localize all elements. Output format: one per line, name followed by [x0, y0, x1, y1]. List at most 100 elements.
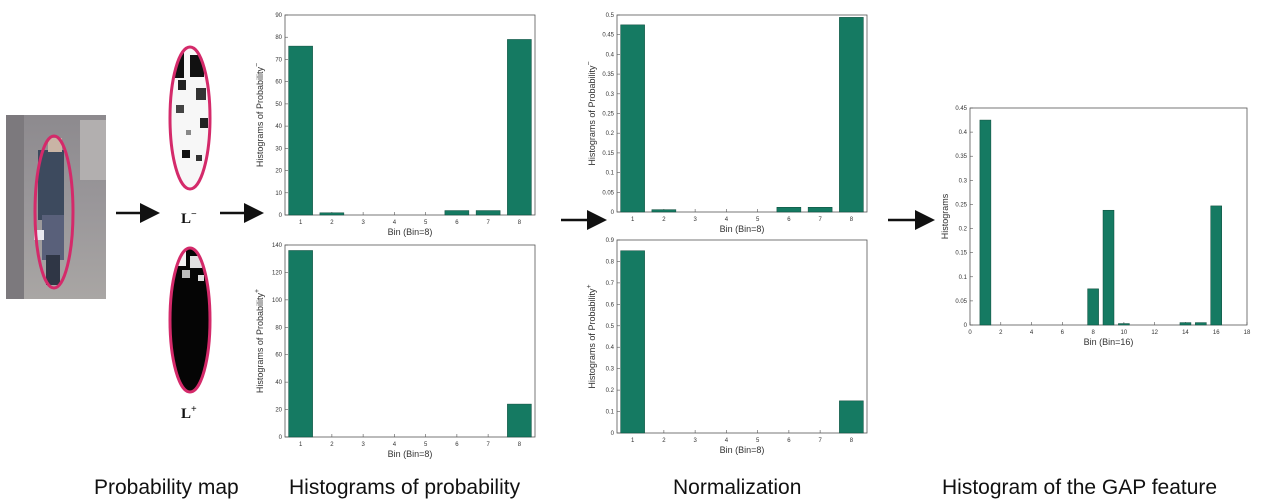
bar [319, 212, 345, 216]
x-tick-label: 1 [631, 217, 635, 223]
y-tick-label: 50 [275, 102, 282, 108]
chart-hist-neg: 0 10 20 30 40 50 60 70 80 90 1 2 3 4 5 6 7 8 Bin (Bin=8) Hi… [254, 13, 536, 237]
chart-norm-neg: 0 0.05 0.1 0.15 0.2 0.25 0.3 0.35 0.4 0.45 0.5 1 2 3 4… [586, 13, 868, 234]
x-tick-label: 3 [693, 217, 697, 223]
x-tick-label: 3 [693, 438, 697, 444]
x-axis-label: Bin (Bin=8) [720, 445, 765, 455]
x-axis-label: Bin (Bin=8) [388, 449, 433, 459]
y-tick-label: 0.25 [602, 112, 614, 118]
x-axis-label: Bin (Bin=8) [720, 224, 765, 234]
x-tick-label: 2 [330, 220, 334, 226]
y-tick-label: 0.5 [606, 13, 615, 19]
x-tick-label: 1 [299, 442, 303, 448]
y-tick-label: 0.05 [602, 190, 614, 196]
plot-frame [284, 14, 536, 216]
bar [1118, 323, 1130, 326]
y-tick-label: 0.2 [959, 227, 968, 233]
x-tick-label: 4 [1030, 330, 1034, 336]
chart-hist-pos: 0 20 40 60 80 100 120 140 1 2 3 4 5 6 7 8 Bin (Bin=8) His… [254, 243, 536, 459]
bar [1210, 205, 1222, 326]
y-tick-label: 0.9 [606, 238, 615, 244]
y-tick-label: 60 [275, 353, 282, 359]
bar [507, 403, 532, 438]
x-tick-label: 16 [1213, 330, 1220, 336]
y-tick-label: 0.2 [606, 131, 615, 137]
x-tick-label: 4 [393, 220, 397, 226]
y-tick-label: 20 [275, 408, 282, 414]
y-tick-label: 0.3 [606, 92, 615, 98]
bar [807, 207, 833, 213]
probability-map-label: Probability map [94, 476, 239, 499]
x-tick-label: 4 [393, 442, 397, 448]
y-tick-label: 0 [279, 435, 283, 441]
y-tick-label: 80 [275, 325, 282, 331]
x-tick-label: 2 [662, 217, 666, 223]
y-axis-label: Histograms of Probability− [254, 63, 265, 167]
y-tick-label: 0.05 [955, 299, 967, 305]
y-axis-label: Histograms of Probability+ [586, 284, 597, 388]
y-tick-label: 0.1 [606, 410, 615, 416]
x-tick-label: 5 [424, 442, 428, 448]
x-tick-label: 7 [818, 217, 822, 223]
x-tick-label: 12 [1151, 330, 1158, 336]
x-tick-label: 5 [756, 217, 760, 223]
x-tick-label: 4 [725, 438, 729, 444]
plot-frame [284, 244, 536, 438]
x-tick-label: 2 [330, 442, 334, 448]
y-tick-label: 0.3 [959, 178, 968, 184]
y-tick-label: 0 [964, 323, 968, 329]
y-tick-label: 0.5 [606, 324, 615, 330]
x-tick-label: 2 [662, 438, 666, 444]
bar [1195, 322, 1207, 326]
x-tick-label: 4 [725, 217, 729, 223]
y-tick-label: 0.1 [959, 275, 968, 281]
x-tick-label: 8 [518, 220, 522, 226]
bar [776, 207, 802, 213]
y-tick-label: 70 [275, 57, 282, 63]
y-tick-label: 40 [275, 124, 282, 130]
y-tick-label: 0.15 [602, 151, 614, 157]
x-tick-label: 6 [1061, 330, 1065, 336]
x-tick-label: 6 [455, 220, 459, 226]
y-tick-label: 0.2 [606, 388, 615, 394]
bar [1179, 322, 1192, 326]
y-tick-label: 0.4 [606, 345, 615, 351]
x-tick-label: 14 [1182, 330, 1189, 336]
x-tick-label: 7 [486, 442, 490, 448]
y-tick-label: 0 [611, 431, 615, 437]
x-tick-label: 18 [1244, 330, 1251, 336]
x-tick-label: 5 [424, 220, 428, 226]
bar [839, 17, 864, 213]
histograms-label: Histograms of probability [289, 476, 521, 499]
y-tick-label: 0.1 [606, 171, 615, 177]
y-tick-label: 0.8 [606, 259, 615, 265]
normalization-label: Normalization [673, 476, 802, 499]
x-tick-label: 3 [361, 442, 365, 448]
y-tick-label: 100 [272, 298, 283, 304]
y-tick-label: 0.35 [955, 154, 967, 160]
bar [475, 210, 501, 216]
x-tick-label: 8 [850, 217, 854, 223]
x-tick-label: 1 [631, 438, 635, 444]
x-tick-label: 0 [968, 330, 972, 336]
x-tick-label: 2 [999, 330, 1003, 336]
y-tick-label: 0.25 [955, 202, 967, 208]
x-tick-label: 6 [787, 438, 791, 444]
x-tick-label: 1 [299, 220, 303, 226]
y-tick-label: 20 [275, 169, 282, 175]
y-tick-label: 0.35 [602, 72, 614, 78]
y-tick-label: 10 [275, 191, 282, 197]
bar [620, 250, 645, 434]
y-tick-label: 120 [272, 270, 283, 276]
y-tick-label: 60 [275, 80, 282, 86]
gap-feature-label: Histogram of the GAP feature [942, 476, 1218, 499]
bar [979, 119, 992, 326]
y-tick-label: 0.4 [959, 130, 968, 136]
y-tick-label: 0.45 [955, 106, 967, 112]
y-tick-label: 0.7 [606, 281, 615, 287]
x-tick-label: 7 [486, 220, 490, 226]
